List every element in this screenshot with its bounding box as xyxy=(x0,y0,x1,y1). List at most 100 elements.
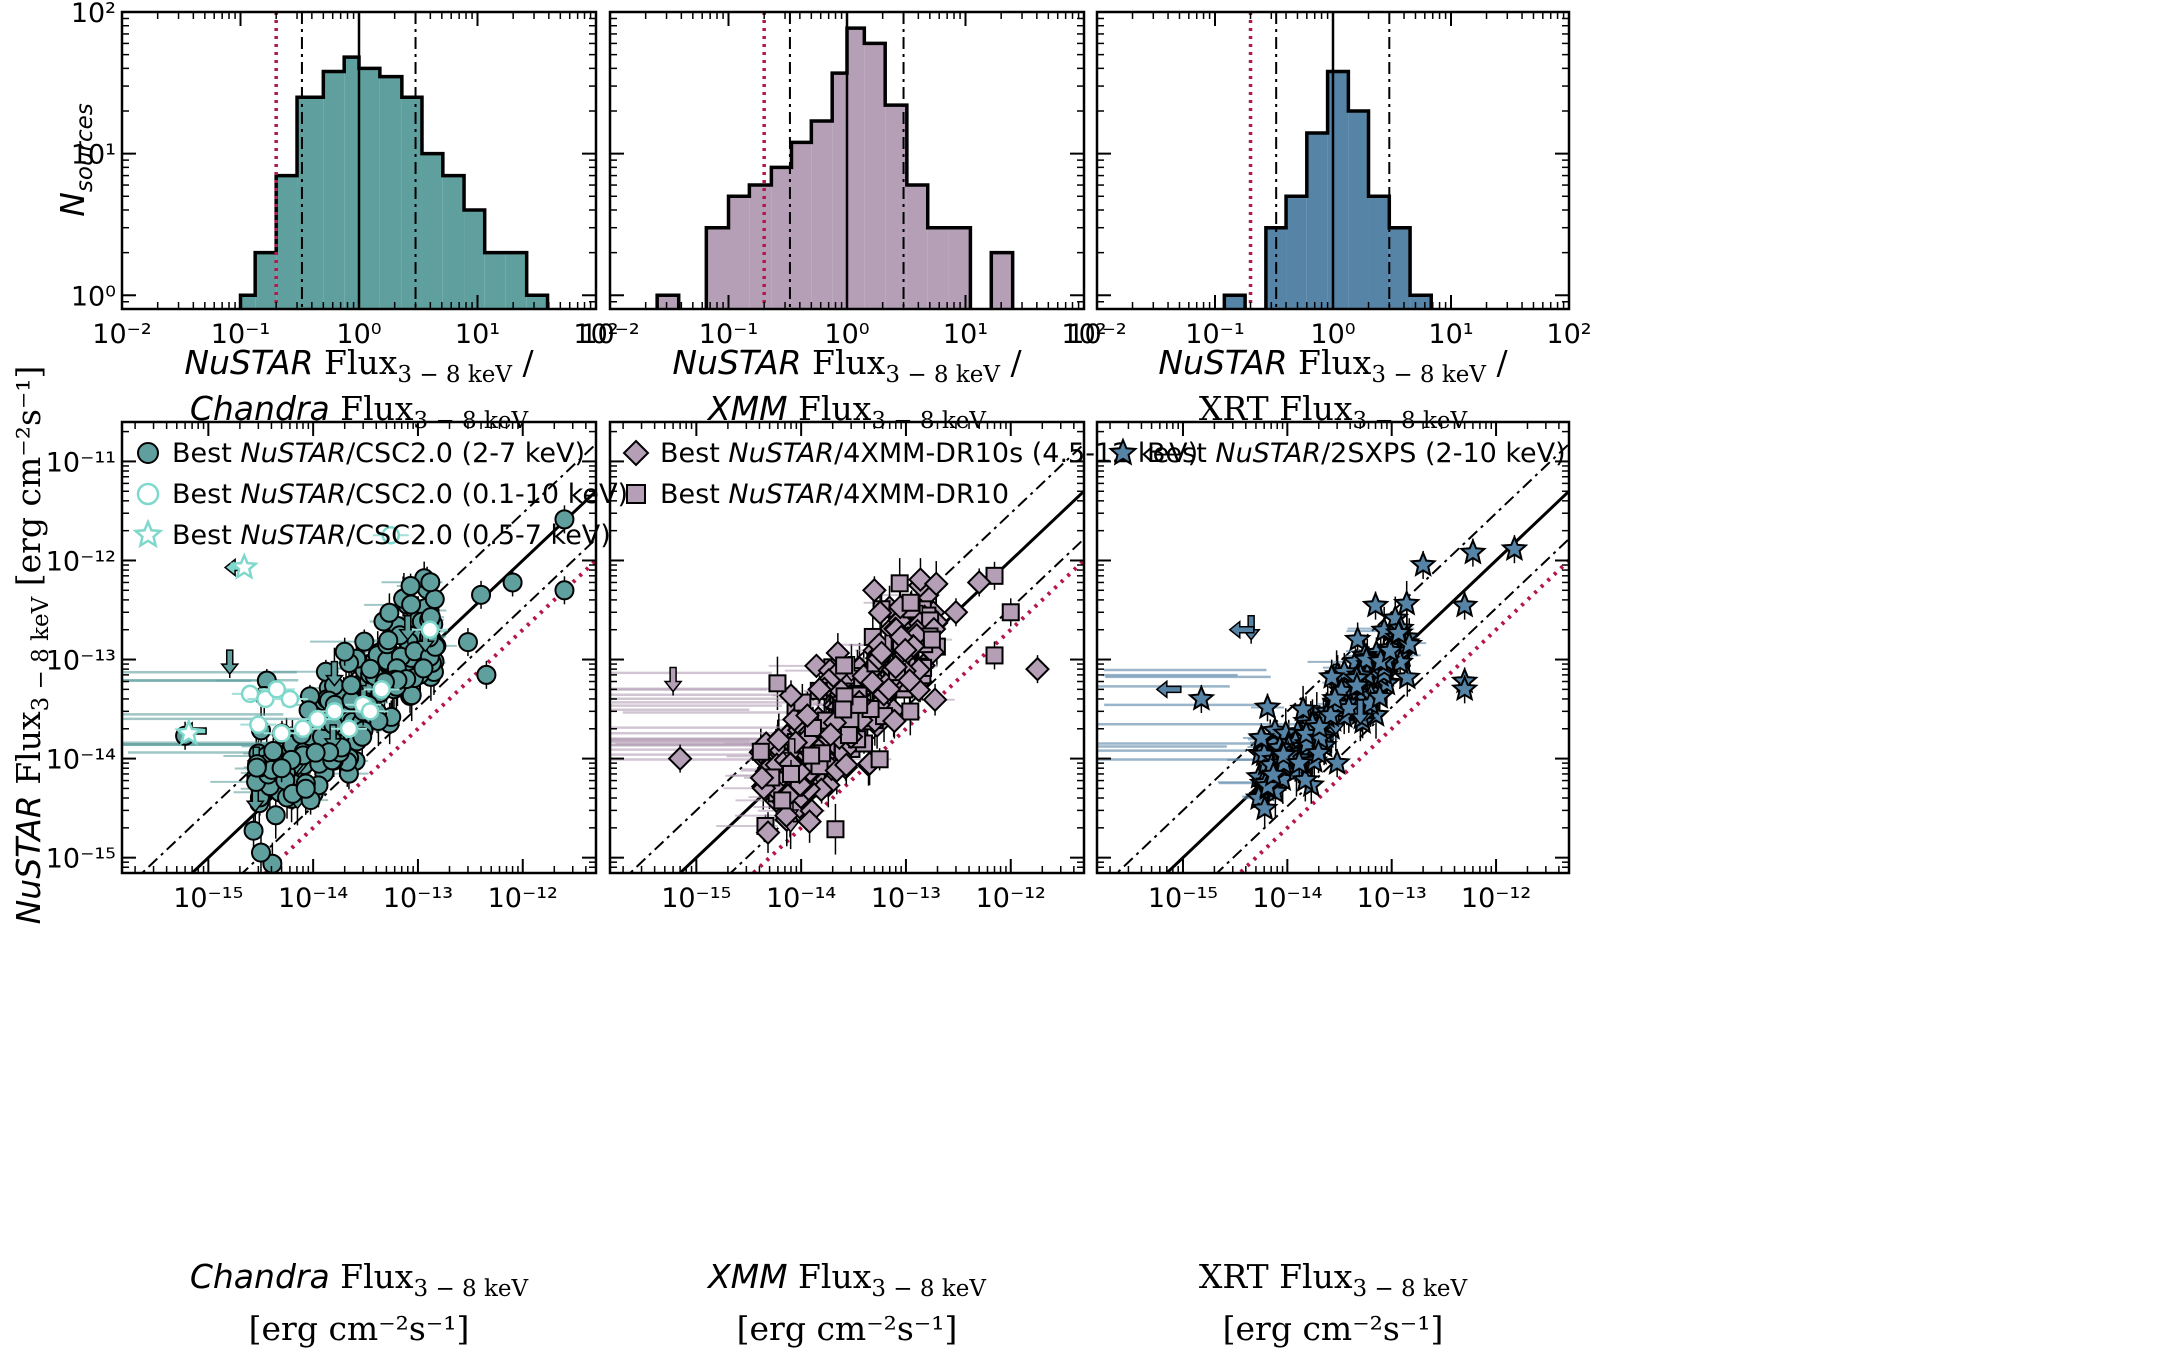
legend-label-pre: Best xyxy=(660,438,728,469)
legend-label-post: /4XMM-DR10s (4.5-12 keV) xyxy=(834,438,1198,469)
histogram-bar xyxy=(771,167,792,309)
histogram-bar xyxy=(344,57,359,309)
plot-area xyxy=(610,442,1084,873)
data-point-diamond xyxy=(833,752,859,778)
data-point xyxy=(401,594,422,615)
data-point xyxy=(334,641,355,662)
data-point-star xyxy=(1343,671,1371,698)
data-point-diamond xyxy=(892,637,918,663)
data-point-star xyxy=(1323,748,1352,775)
data-point-diamond xyxy=(861,577,887,603)
x-axis-label-line1: XRT Flux3 − 8 keV xyxy=(1199,1257,1468,1302)
x-tick-label: 10² xyxy=(573,319,618,350)
data-point-square xyxy=(985,566,1004,585)
y-tick-label: 10⁰ xyxy=(71,281,116,312)
data-point-diamond xyxy=(867,600,893,626)
axis-label-tail: / xyxy=(512,343,534,382)
legend-label: Best NuSTAR/4XMM-DR10s (4.5-12 keV) xyxy=(660,438,1198,469)
legend-entry: Best NuSTAR/4XMM-DR10s (4.5-12 keV) xyxy=(622,438,1198,469)
x-axis-label-line2: XMM Flux3 − 8 keV xyxy=(706,389,986,434)
x-axis-label-units: [erg cm⁻²s⁻¹] xyxy=(737,1309,958,1348)
x-tick-label: 10⁻¹⁵ xyxy=(1148,883,1218,914)
histogram-outline xyxy=(238,55,550,309)
x-tick-label: 10² xyxy=(1546,319,1591,350)
sensitivity-limit-line xyxy=(1236,557,1569,873)
data-point-star xyxy=(1259,760,1288,787)
data-point-diamond xyxy=(876,676,902,702)
data-point-diamond xyxy=(1025,656,1050,682)
data-point xyxy=(554,580,575,601)
histogram-bar xyxy=(728,196,750,309)
y-axis-label-subscript: 3 − 8 keV xyxy=(28,596,54,711)
legend-label-italic: NuSTAR xyxy=(728,438,834,469)
data-point-square xyxy=(901,593,920,612)
histogram-bar xyxy=(526,295,548,309)
data-point-open xyxy=(325,702,344,721)
data-point xyxy=(271,758,292,779)
x-axis-label-line2: XRT Flux3 − 8 keV xyxy=(1199,389,1468,434)
plot-area xyxy=(1097,442,1569,873)
data-point-square xyxy=(890,574,909,593)
x-tick-label: 10⁻¹³ xyxy=(871,883,941,914)
axis-label-text: XRT Flux xyxy=(1199,1257,1353,1296)
panel-top-left: 10⁻² 10⁻¹ 10⁰ 10¹ 10² 10⁰ 10¹ 10² NuSTAR Flux3 −… xyxy=(53,0,619,434)
histogram-bar xyxy=(1286,196,1307,309)
legend-label-italic: NuSTAR xyxy=(240,438,346,469)
data-point-diamond xyxy=(667,746,693,772)
histogram-bar xyxy=(991,252,1013,309)
x-tick-label: 10⁻¹³ xyxy=(1357,883,1427,914)
y-axis-label-units: [erg cm⁻²s⁻¹] xyxy=(9,366,48,597)
x-tick-label: 10⁻¹ xyxy=(211,319,270,350)
data-point xyxy=(413,658,434,679)
data-point-square xyxy=(835,656,854,675)
histogram-bar xyxy=(706,227,729,309)
axes-frame xyxy=(1095,420,1571,875)
legend-label-post: /CSC2.0 (0.1-10 keV) xyxy=(346,479,628,510)
data-point-open xyxy=(136,482,160,506)
x-tick-label: 10⁻¹ xyxy=(1185,319,1244,350)
axis-label-subscript: 3 − 8 keV xyxy=(414,1276,529,1302)
data-point-open xyxy=(293,719,313,739)
x-tick-label: 10⁻¹ xyxy=(699,319,758,350)
data-point-square xyxy=(1001,603,1020,622)
x-tick-label: 10² xyxy=(1061,319,1106,350)
legend-label-pre: Best xyxy=(172,520,240,551)
data-point-star xyxy=(1343,625,1372,652)
legend-entry: Best NuSTAR/CSC2.0 (0.1-10 keV) xyxy=(136,479,628,510)
data-point-diamond xyxy=(943,599,969,625)
data-point-square xyxy=(834,700,853,719)
data-point-star-open xyxy=(132,518,164,549)
data-point xyxy=(305,742,326,763)
histogram-bar xyxy=(1348,111,1369,309)
legend-entry: Best NuSTAR/4XMM-DR10 xyxy=(626,479,1009,510)
histogram-bar xyxy=(906,185,928,309)
legend-label: Best NuSTAR/2SXPS (2-10 keV) xyxy=(1147,438,1566,469)
axis-label-italic: Chandra xyxy=(190,1257,330,1296)
data-point-diamond xyxy=(774,803,799,829)
axis-label-subscript: 3 − 8 keV xyxy=(397,362,512,388)
histogram-bar xyxy=(1224,295,1246,309)
plot-area xyxy=(655,12,1015,309)
data-point-open xyxy=(381,525,400,545)
data-point-square xyxy=(839,726,858,745)
y-tick-label: 10⁻¹³ xyxy=(46,646,116,677)
data-point-star xyxy=(1247,723,1276,750)
histogram-bar xyxy=(276,175,298,309)
histogram-bar xyxy=(948,227,971,309)
legend-label-post: /4XMM-DR10 xyxy=(834,479,1009,510)
axis-label-tail: / xyxy=(1486,343,1508,382)
x-axis-label-line1: Chandra Flux3 − 8 keV xyxy=(190,1257,529,1302)
data-point-diamond xyxy=(922,687,948,713)
legend-label-italic: NuSTAR xyxy=(240,479,346,510)
histogram-bar xyxy=(864,43,886,309)
legend-label-italic: NuSTAR xyxy=(240,520,346,551)
axis-label-text: Flux xyxy=(802,343,886,382)
histogram-bar xyxy=(379,76,402,309)
x-tick-label: 10⁻¹³ xyxy=(383,883,453,914)
legend-label-pre: Best xyxy=(1147,438,1215,469)
x-tick-label: 10⁻¹⁵ xyxy=(661,883,731,914)
data-point-star xyxy=(1500,534,1529,562)
data-point-star xyxy=(1316,700,1345,728)
histogram-bar xyxy=(1306,132,1328,309)
